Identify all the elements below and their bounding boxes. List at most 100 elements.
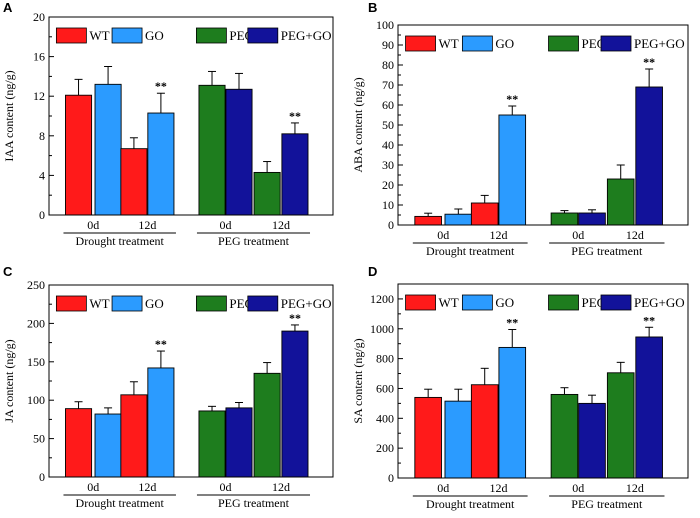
time-label: 12d xyxy=(138,218,156,232)
legend-label: PEG xyxy=(582,295,607,310)
legend-swatch xyxy=(195,27,227,44)
plot-frame xyxy=(397,283,689,479)
treatment-label: PEG treatment xyxy=(218,496,290,510)
y-tick-label: 50 xyxy=(382,118,394,132)
time-label: 12d xyxy=(626,228,644,242)
bar-go xyxy=(444,400,473,479)
panel-a: A 0d ** 12d Drought treatment 0d ** 12d PEG trea… xyxy=(2,0,334,248)
bar-wt xyxy=(120,394,148,478)
bar-peg-plus-go xyxy=(281,133,309,216)
y-tick-label: 200 xyxy=(376,441,394,455)
treatment-label: Drought treatment xyxy=(76,234,165,248)
bar-peg-plus-go xyxy=(635,336,663,479)
legend-swatch xyxy=(247,295,279,312)
y-tick-label: 60 xyxy=(382,98,394,112)
panel-letter: D xyxy=(368,264,377,279)
bar-go xyxy=(94,413,122,478)
bar-peg xyxy=(253,372,281,478)
y-tick-label: 20 xyxy=(382,178,394,192)
y-tick-label: 0 xyxy=(39,208,45,222)
y-tick-label: 12 xyxy=(33,89,45,103)
legend-swatch xyxy=(548,35,579,52)
treatment-label: Drought treatment xyxy=(76,496,165,510)
y-tick-label: 0 xyxy=(388,471,394,485)
legend-swatch xyxy=(461,294,493,311)
bar-peg xyxy=(198,84,226,216)
bar-peg xyxy=(606,372,635,479)
y-tick-label: 1000 xyxy=(370,322,394,336)
y-axis-title: SA content (ng/g) xyxy=(351,338,365,423)
bar-peg-plus-go xyxy=(578,402,606,479)
legend-label: GO xyxy=(495,295,514,310)
bar-go xyxy=(147,367,175,478)
bar-peg xyxy=(606,178,635,226)
bar-peg xyxy=(253,171,281,216)
y-tick-label: 70 xyxy=(382,78,394,92)
y-tick-label: 150 xyxy=(27,355,45,369)
time-label: 12d xyxy=(272,218,290,232)
legend-label: WT xyxy=(439,295,459,310)
panel-d: D 0d ** 12d Drought treatment 0d ** 12d PEG trea… xyxy=(351,264,689,511)
bar-go xyxy=(147,112,175,216)
legend-label: PEG xyxy=(582,36,607,51)
legend-swatch xyxy=(600,35,632,52)
bar-peg-plus-go xyxy=(635,86,663,226)
legend-swatch xyxy=(195,295,227,312)
y-axis-title: ABA content (ng/g) xyxy=(351,77,365,172)
bar-go xyxy=(444,213,473,226)
time-label: 12d xyxy=(138,480,156,494)
bar-wt xyxy=(120,148,148,216)
y-tick-label: 200 xyxy=(27,316,45,330)
bar-wt xyxy=(470,202,499,226)
legend-label: PEG+GO xyxy=(634,295,685,310)
time-label: 12d xyxy=(272,480,290,494)
legend-swatch xyxy=(405,294,436,311)
treatment-label: PEG treatment xyxy=(571,497,643,511)
y-tick-label: 10 xyxy=(382,198,394,212)
time-label: 0d xyxy=(220,480,232,494)
legend-label: PEG+GO xyxy=(281,296,332,311)
treatment-label: PEG treatment xyxy=(218,234,290,248)
time-label: 12d xyxy=(626,481,644,495)
y-tick-label: 100 xyxy=(27,393,45,407)
legend-label: WT xyxy=(89,28,109,43)
legend-label: GO xyxy=(145,296,164,311)
y-tick-label: 1200 xyxy=(370,292,394,306)
y-tick-label: 90 xyxy=(382,38,394,52)
legend-swatch xyxy=(111,295,143,312)
y-tick-label: 600 xyxy=(376,381,394,395)
legend-label: WT xyxy=(89,296,109,311)
bar-go xyxy=(94,83,122,216)
legend-swatch xyxy=(111,27,143,44)
significance-marker: ** xyxy=(289,109,301,123)
bar-wt xyxy=(414,396,442,479)
time-label: 0d xyxy=(220,218,232,232)
panel-b: B 0d ** 12d Drought treatment 0d ** 12d PEG trea… xyxy=(351,0,689,258)
time-label: 0d xyxy=(87,218,99,232)
significance-marker: ** xyxy=(643,55,655,69)
time-label: 12d xyxy=(489,481,507,495)
legend-label: WT xyxy=(439,36,459,51)
legend-swatch xyxy=(55,27,87,44)
significance-marker: ** xyxy=(155,337,167,351)
significance-marker: ** xyxy=(506,92,518,106)
legend-swatch xyxy=(600,294,632,311)
legend-label: PEG+GO xyxy=(634,36,685,51)
y-axis-title: JA content (ng/g) xyxy=(2,339,16,422)
legend-swatch xyxy=(548,294,579,311)
time-label: 0d xyxy=(572,481,584,495)
panel-letter: C xyxy=(3,264,13,279)
bar-peg-plus-go xyxy=(281,330,309,478)
y-tick-label: 80 xyxy=(382,58,394,72)
bar-wt xyxy=(414,215,442,226)
legend-swatch xyxy=(405,35,436,52)
legend-swatch xyxy=(55,295,87,312)
y-axis-title: IAA content (ng/g) xyxy=(2,70,16,161)
y-tick-label: 30 xyxy=(382,158,394,172)
treatment-label: PEG treatment xyxy=(571,244,643,258)
treatment-label: Drought treatment xyxy=(426,497,515,511)
time-label: 0d xyxy=(87,480,99,494)
y-tick-label: 100 xyxy=(376,18,394,32)
bar-go xyxy=(498,114,527,226)
